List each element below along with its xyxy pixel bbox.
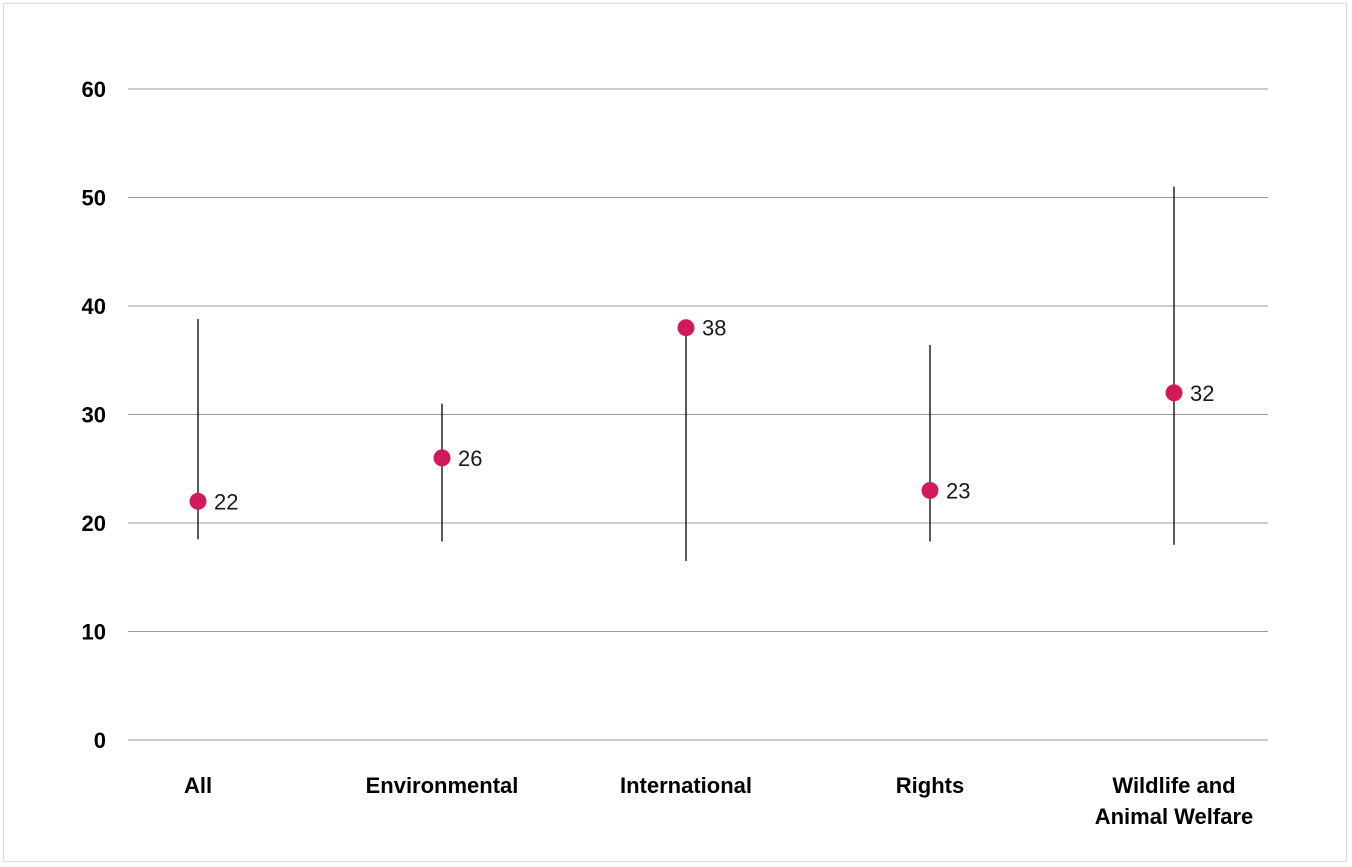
data-point [921, 481, 939, 499]
data-label: 38 [702, 316, 726, 341]
y-tick-label: 50 [82, 186, 106, 211]
data-labels: 22 26 38 23 32 [214, 316, 1214, 515]
x-category-label: Rights [896, 773, 964, 798]
chart-frame [3, 3, 1347, 862]
y-axis-tick-labels: 0 10 20 30 40 50 60 [82, 77, 106, 753]
y-tick-label: 0 [94, 728, 106, 753]
data-point [677, 319, 695, 337]
y-tick-label: 30 [82, 403, 106, 428]
y-tick-label: 60 [82, 77, 106, 102]
y-tick-label: 40 [82, 294, 106, 319]
range-lines [197, 186, 1175, 561]
x-category-label: All [184, 773, 212, 798]
y-tick-label: 20 [82, 511, 106, 536]
x-category-label: International [620, 773, 752, 798]
y-tick-label: 10 [82, 620, 106, 645]
x-category-label: Animal Welfare [1095, 804, 1254, 829]
data-point [433, 449, 451, 467]
data-label: 22 [214, 489, 238, 514]
data-point [1165, 384, 1183, 402]
data-label: 23 [946, 478, 970, 503]
data-label: 26 [458, 446, 482, 471]
x-category-label: Wildlife and [1112, 773, 1235, 798]
data-point [189, 492, 207, 510]
x-axis-category-labels: All Environmental International Rights Wildl… [184, 773, 1253, 829]
data-label: 32 [1190, 381, 1214, 406]
data-points [189, 319, 1183, 510]
gridlines [128, 88, 1268, 741]
x-category-label: Environmental [366, 773, 519, 798]
